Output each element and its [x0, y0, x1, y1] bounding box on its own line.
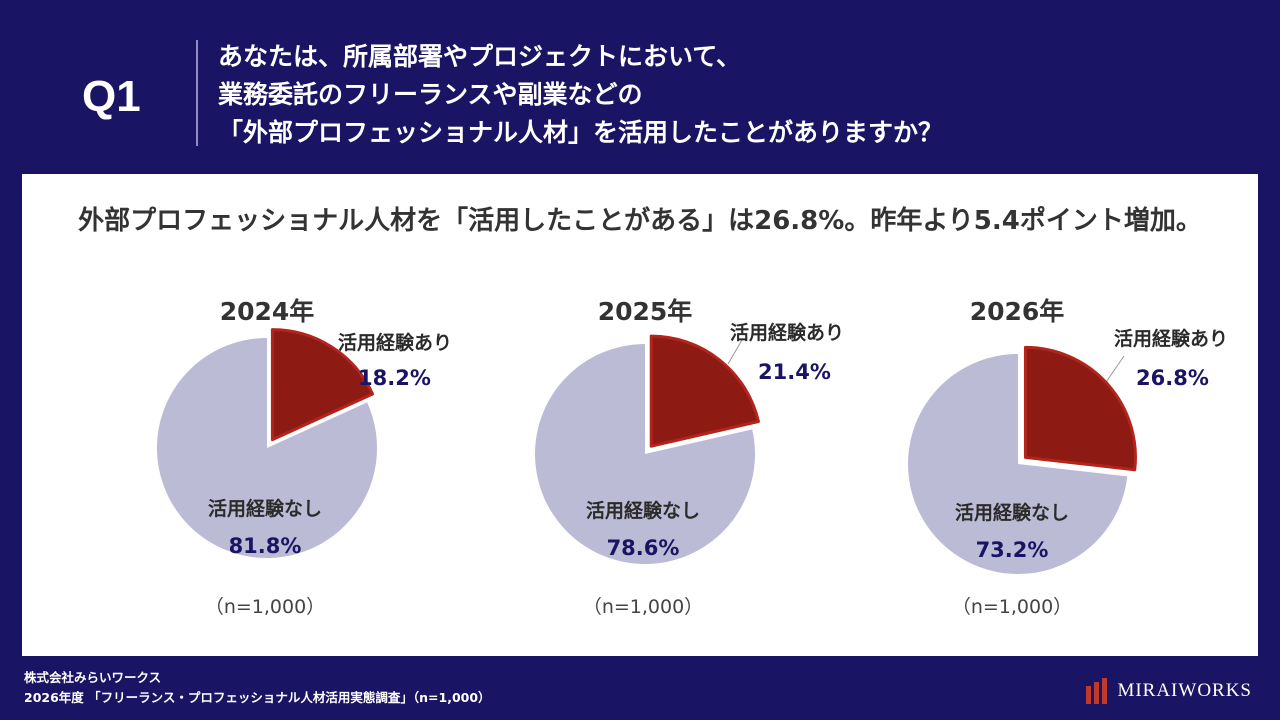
footer: 株式会社みらいワークス 2026年度 「フリーランス・プロフェッショナル人材活用… — [24, 668, 491, 708]
question-text: あなたは、所属部署やプロジェクトにおいて、 業務委託のフリーランスや副業などの … — [218, 38, 1240, 152]
question-number: Q1 — [82, 72, 141, 121]
headline: 外部プロフェッショナル人材を「活用したことがある」は26.8%。昨年より5.4ポ… — [78, 206, 1202, 236]
pie-slice-no — [908, 354, 1128, 574]
yes-slice-value: 21.4% — [758, 360, 831, 384]
sample-size: （n=1,000） — [951, 596, 1073, 618]
pie-chart-2024: 2024年 活用経験あり 18.2% 活用経験なし 81.8% （n=1,000… — [138, 284, 498, 654]
pie-slice-yes — [270, 328, 375, 442]
sample-size: （n=1,000） — [582, 596, 704, 618]
chart-title: 2025年 — [597, 297, 693, 326]
no-slice-label: 活用経験なし — [585, 500, 700, 522]
yes-slice-label: 活用経験あり — [730, 322, 845, 344]
pie-slice-no — [535, 344, 755, 564]
no-slice-value: 73.2% — [975, 538, 1049, 562]
no-slice-value: 81.8% — [228, 534, 302, 558]
header-divider — [196, 40, 198, 146]
question-line: あなたは、所属部署やプロジェクトにおいて、 — [218, 42, 742, 71]
company-logo: MIRAIWORKS — [1086, 678, 1252, 704]
pie-slice-yes — [1023, 345, 1137, 472]
chart-title: 2024年 — [219, 297, 315, 326]
question-line: 「外部プロフェッショナル人材」を活用したことがありますか？ — [218, 118, 944, 147]
chart-title: 2026年 — [969, 297, 1065, 326]
pie-chart-2026: 2026年 活用経験あり 26.8% 活用経験なし 73.2% （n=1,000… — [890, 284, 1250, 654]
pie-slice-no — [157, 338, 377, 558]
sample-size: （n=1,000） — [204, 596, 326, 618]
no-slice-label: 活用経験なし — [954, 502, 1069, 524]
yes-slice-value: 18.2% — [358, 366, 431, 390]
yes-slice-value: 26.8% — [1136, 366, 1209, 390]
pie-svg — [535, 334, 760, 564]
logo-text: MIRAIWORKS — [1117, 680, 1252, 701]
yes-slice-label: 活用経験あり — [338, 332, 453, 354]
no-slice-label: 活用経験なし — [207, 498, 322, 520]
footer-company: 株式会社みらいワークス — [24, 670, 162, 685]
pie-slice-yes — [649, 334, 760, 448]
question-line: 業務委託のフリーランスや副業などの — [218, 80, 643, 109]
footer-source: 2026年度 「フリーランス・プロフェッショナル人材活用実態調査」（n=1,00… — [24, 690, 491, 705]
logo-mark-icon — [1086, 678, 1108, 704]
pie-svg — [157, 328, 377, 558]
no-slice-value: 78.6% — [606, 536, 680, 560]
pie-chart-2025: 2025年 活用経験あり 21.4% 活用経験なし 78.6% （n=1,000… — [516, 284, 876, 654]
chart-panel: 外部プロフェッショナル人材を「活用したことがある」は26.8%。昨年より5.4ポ… — [22, 174, 1258, 656]
yes-slice-label: 活用経験あり — [1114, 328, 1229, 350]
pie-svg — [908, 345, 1137, 574]
